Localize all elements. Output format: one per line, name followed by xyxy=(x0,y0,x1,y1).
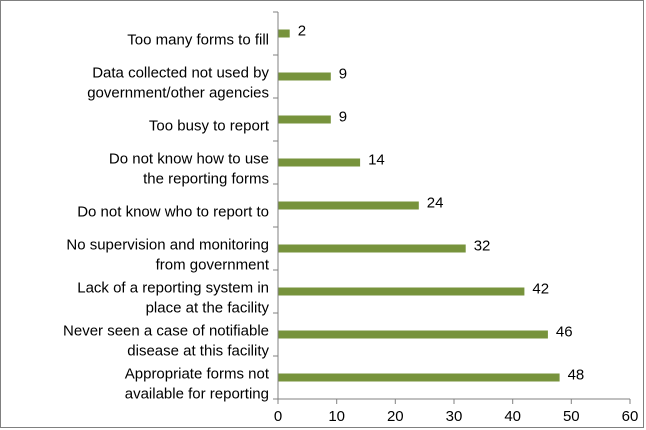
category-label: Never seen a case of notifiable disease a… xyxy=(63,323,269,360)
axes-layer: 0 10 20 30 40 50 60 xyxy=(273,11,639,425)
category-label-line: Appropriate forms not xyxy=(125,366,270,383)
value-label: 42 xyxy=(532,281,549,298)
category-label-line: from government xyxy=(156,257,270,274)
category-label-line: No supervision and monitoring xyxy=(66,237,269,254)
category-label-line: Data collected not used by xyxy=(92,65,269,82)
category-label-line: disease at this facility xyxy=(127,343,269,360)
category-label: Too busy to report xyxy=(149,118,270,135)
x-tick-label: 30 xyxy=(446,408,463,425)
x-tick-label: 0 xyxy=(274,408,282,425)
bar xyxy=(278,29,290,38)
category-label-line: the reporting forms xyxy=(143,171,269,188)
x-tick-label: 40 xyxy=(504,408,521,425)
bar xyxy=(278,158,361,167)
value-label: 14 xyxy=(368,152,385,169)
value-label: 48 xyxy=(568,367,585,384)
category-label-line: Too many forms to fill xyxy=(127,32,269,49)
category-label: No supervision and monitoring from govern… xyxy=(66,237,269,274)
value-label: 9 xyxy=(339,109,347,126)
value-label: 32 xyxy=(474,238,491,255)
category-label-line: Too busy to report xyxy=(149,118,270,135)
x-tick-label: 60 xyxy=(622,408,639,425)
x-tick-label: 20 xyxy=(387,408,404,425)
category-label: Data collected not used by government/oth… xyxy=(87,65,269,102)
value-label: 2 xyxy=(298,23,306,40)
category-label: Appropriate forms not available for repor… xyxy=(125,366,270,403)
category-label-line: Do not know who to report to xyxy=(77,204,269,221)
bars-layer xyxy=(278,29,560,382)
value-label: 24 xyxy=(427,195,444,212)
value-label: 46 xyxy=(556,324,573,341)
bar xyxy=(278,373,560,382)
bar xyxy=(278,287,525,296)
category-label-line: available for reporting xyxy=(125,386,269,403)
category-label: Do not know who to report to xyxy=(77,204,269,221)
category-label: Lack of a reporting system in place at th… xyxy=(77,280,269,317)
bar xyxy=(278,330,548,339)
category-label: Do not know how to use the reporting form… xyxy=(109,151,269,188)
category-labels-layer: Appropriate forms not available for repor… xyxy=(63,32,270,403)
category-label: Too many forms to fill xyxy=(127,32,269,49)
bar xyxy=(278,244,466,253)
x-tick-label: 10 xyxy=(328,408,345,425)
category-label-line: place at the facility xyxy=(146,300,270,317)
bar xyxy=(278,201,419,210)
bar xyxy=(278,115,331,124)
category-label-line: Never seen a case of notifiable xyxy=(63,323,269,340)
category-label-line: Lack of a reporting system in xyxy=(77,280,269,297)
value-label: 9 xyxy=(339,66,347,83)
value-labels-layer: 48 46 42 32 24 14 9 9 2 xyxy=(298,23,585,384)
bar xyxy=(278,72,331,81)
x-tick-label: 50 xyxy=(563,408,580,425)
category-label-line: government/other agencies xyxy=(87,85,269,102)
category-label-line: Do not know how to use xyxy=(109,151,269,168)
